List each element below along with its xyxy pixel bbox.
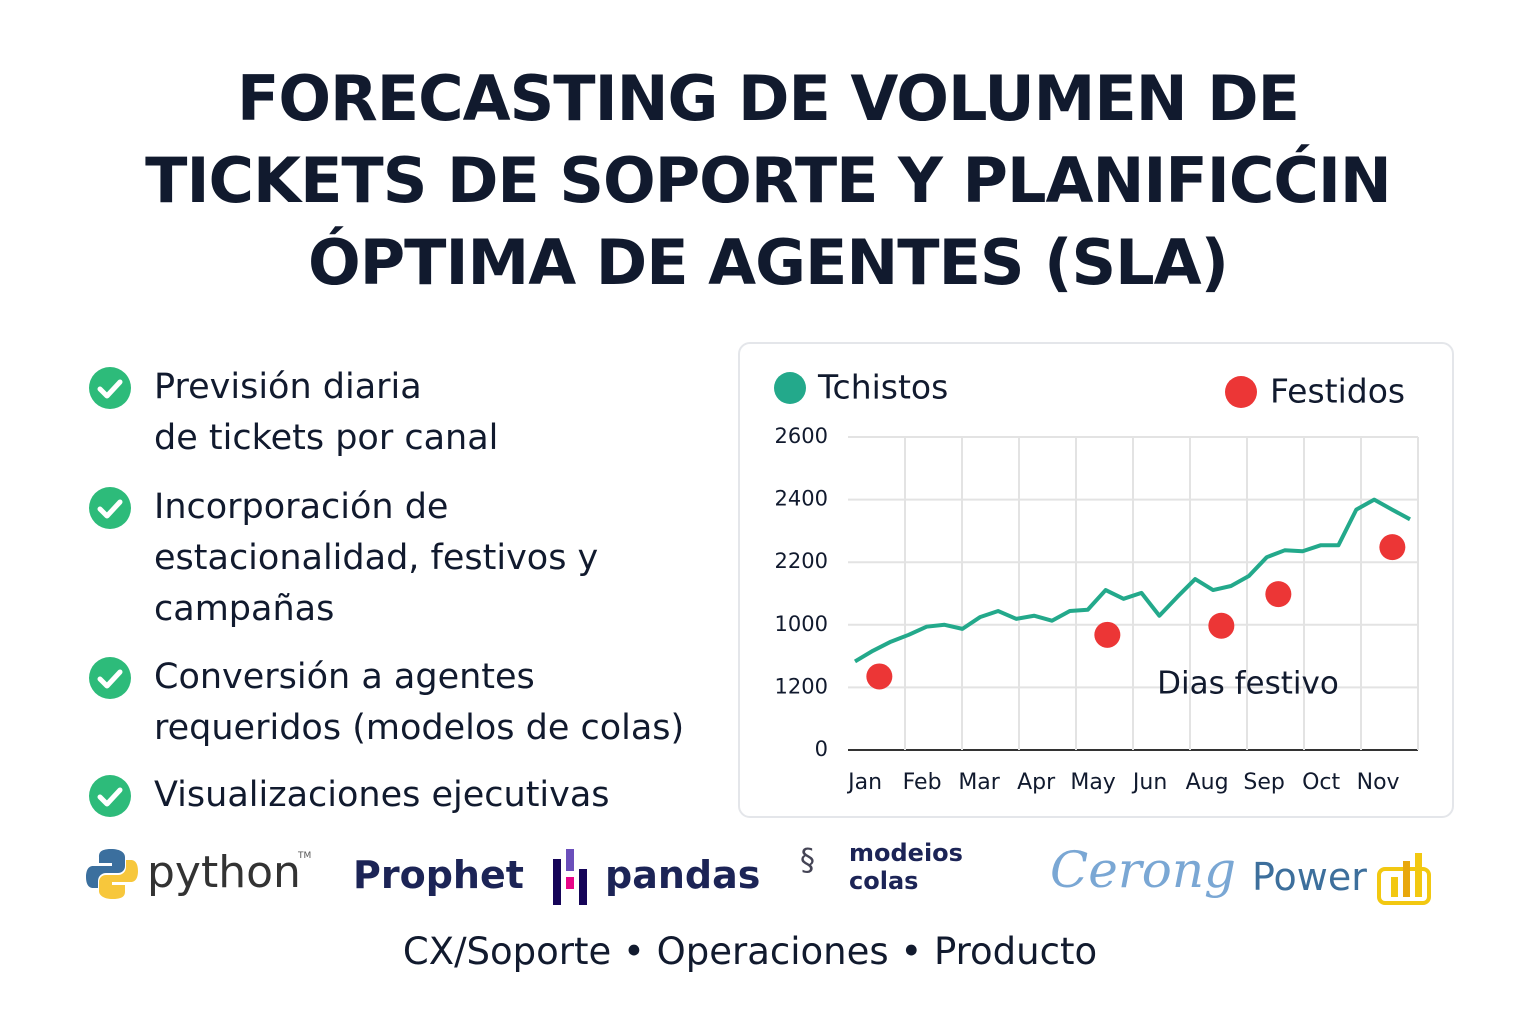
line-series <box>853 497 1411 664</box>
python-tm: TM <box>298 851 312 861</box>
power-icon <box>1377 853 1431 905</box>
check-icon <box>89 775 131 817</box>
legend-marker <box>774 372 806 404</box>
bullet-text: Visualizaciones ejecutivas <box>154 770 610 821</box>
chart-frame <box>738 342 1454 818</box>
prophet-logo: Prophet <box>353 853 524 897</box>
colas-line: modeios <box>849 839 963 867</box>
bullet-line: Previsión diaria <box>154 367 422 407</box>
x-tick-label: Apr <box>1017 770 1056 795</box>
bullet-text: Incorporación de estacionalidad, festivos… <box>154 482 598 635</box>
pandas-logo: pandas <box>605 853 761 897</box>
holiday-point <box>1379 534 1406 561</box>
colas-line: colas <box>849 867 919 895</box>
x-tick-label: Sep <box>1243 770 1284 795</box>
y-tick-label: 0 <box>815 737 828 761</box>
legend-marker <box>1225 376 1257 408</box>
y-tick-label: 2200 <box>775 549 828 573</box>
y-tick-label: 1000 <box>775 612 828 636</box>
check-mark <box>97 669 123 689</box>
x-tick-label: Aug <box>1186 770 1229 795</box>
title-line: ÓPTIMA DE AGENTES (SLA) <box>308 226 1229 299</box>
pandas-icon <box>553 849 587 905</box>
y-tick-label: 2600 <box>775 424 828 448</box>
x-tick-label: Feb <box>903 770 942 795</box>
title-line: TICKETS DE SOPORTE Y PLANIFICĆIN <box>145 144 1392 217</box>
bullet: Visualizaciones ejecutivas <box>88 770 610 821</box>
y-tick-label: 2400 <box>775 487 828 511</box>
bullet-text: Conversión a agentes requeridos (modelos … <box>154 652 684 754</box>
x-tick-label: Jan <box>846 770 882 795</box>
holiday-point <box>1208 612 1235 639</box>
check-circle <box>89 367 131 409</box>
logo-row: python TM Prophet pandas § modeios colas… <box>0 835 1536 925</box>
x-tick-label: May <box>1070 770 1115 795</box>
holiday-point <box>866 663 893 690</box>
bullet-line: estacionalidad, festivos y <box>154 538 599 578</box>
check-mark <box>97 499 123 519</box>
check-circle <box>89 775 131 817</box>
bullet: Incorporación de estacionalidad, festivos… <box>88 482 598 635</box>
x-tick-label: Jun <box>1131 770 1167 795</box>
legend-label: Festidos <box>1270 372 1405 411</box>
legend-label: Tchistos <box>817 368 948 407</box>
holiday-point <box>1265 581 1292 608</box>
check-circle <box>89 487 131 529</box>
bullet-text: Previsión diaria de tickets por canal <box>154 362 498 464</box>
x-tick-label: Nov <box>1357 770 1400 795</box>
title-line: FORECASTING DE VOLUMEN DE <box>237 62 1300 135</box>
power-logo: Power <box>1252 855 1367 899</box>
bullet-line: campañas <box>154 589 335 629</box>
bullet-line: Visualizaciones ejecutivas <box>154 775 610 815</box>
python-icon <box>86 849 138 899</box>
x-tick-label: Oct <box>1302 770 1340 795</box>
python-logo: python <box>147 847 301 898</box>
x-tick-label: Mar <box>958 770 1000 795</box>
annotation: Dias festivo <box>1157 666 1339 702</box>
cerong-logo: Cerong <box>1050 841 1237 899</box>
holiday-point <box>1094 621 1121 648</box>
bullet-line: requeridos (modelos de colas) <box>154 708 685 748</box>
y-tick-label: 1200 <box>775 674 828 698</box>
check-icon <box>89 487 131 529</box>
check-circle <box>89 657 131 699</box>
bullet: Previsión diaria de tickets por canal <box>88 362 498 464</box>
title: FORECASTING DE VOLUMEN DE TICKETS DE SOPO… <box>0 58 1536 304</box>
check-mark <box>97 379 123 399</box>
bullet-line: Conversión a agentes <box>154 657 535 697</box>
colas-icon: § <box>800 843 815 878</box>
bullet-line: Incorporación de <box>154 487 449 527</box>
colas-logo: modeios colas <box>849 839 963 895</box>
check-mark <box>97 787 123 807</box>
footer: CX/Soporte • Operaciones • Producto <box>402 930 1098 973</box>
check-icon <box>89 657 131 699</box>
bullet: Conversión a agentes requeridos (modelos … <box>88 652 684 754</box>
check-icon <box>89 367 131 409</box>
bullet-line: de tickets por canal <box>154 418 499 458</box>
